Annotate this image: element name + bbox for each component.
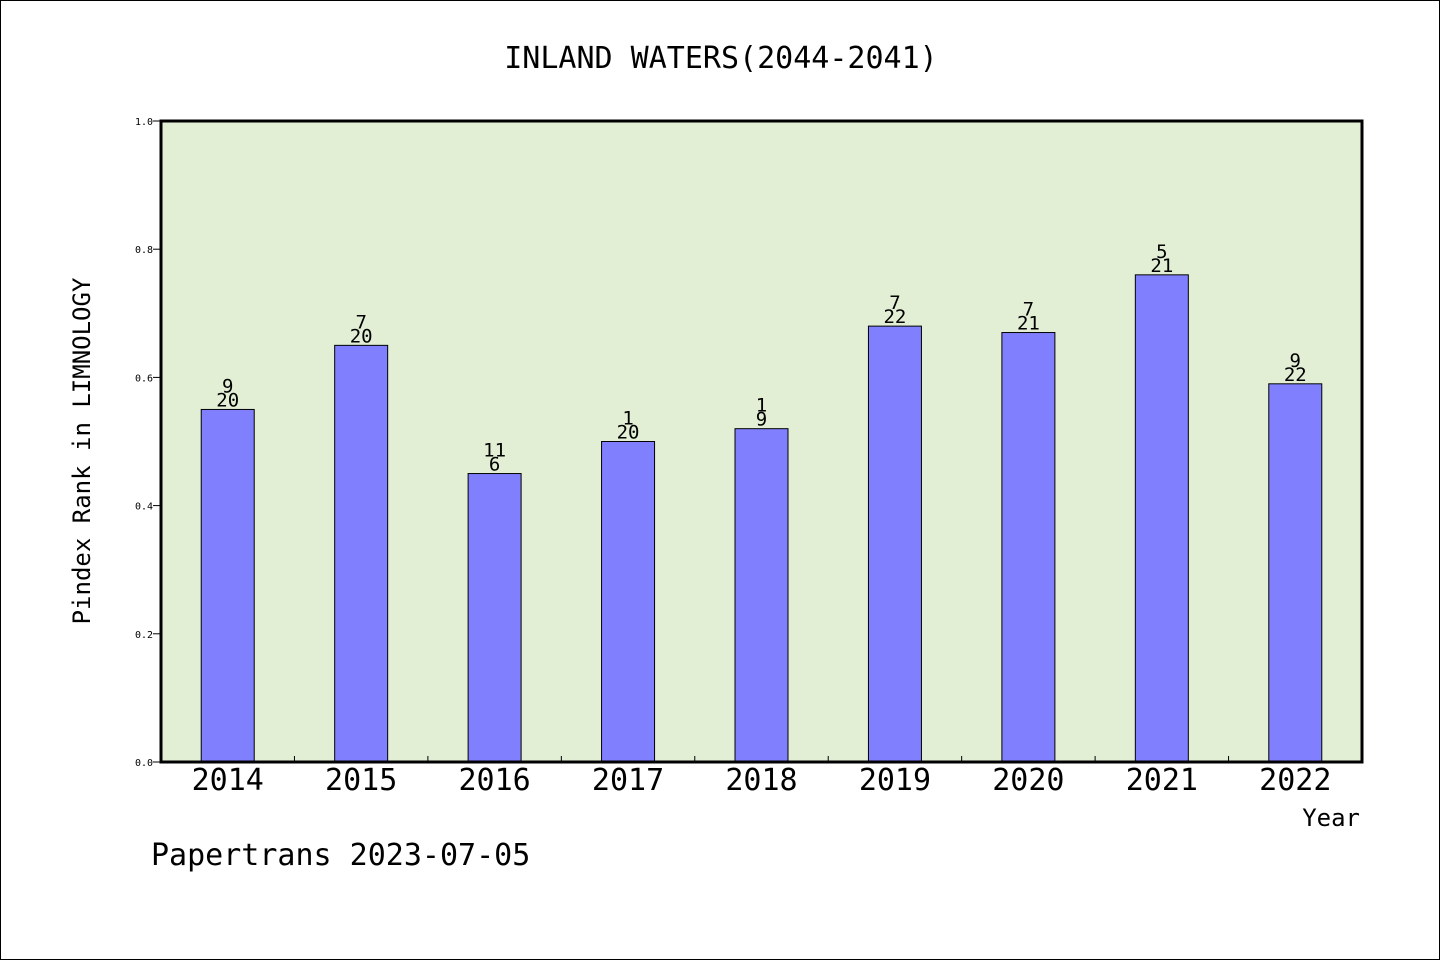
x-tick-label: 2019 [859,763,931,798]
bar-total-label: 22 [883,306,906,328]
bar-rank-label: 7 [355,311,366,333]
y-tick-label: 0.0 [135,758,153,769]
chart-title: INLAND WATERS(2044-2041) [504,41,937,76]
y-tick-label: 0.8 [135,245,153,256]
plot-frame [159,119,1364,764]
y-axis: 0.0 0.2 0.4 0.6 0.8 1.0 [135,117,161,769]
bar-rank-label: 7 [1023,299,1034,321]
bar-rank-label: 9 [222,375,233,397]
bar-total-label: 21 [1150,255,1173,277]
x-tick-label: 2016 [458,763,530,798]
bar-rank-label: 1 [622,408,633,430]
bar-total-label: 6 [489,454,500,476]
bar-rank-label: 7 [889,292,900,314]
x-tick-label: 2015 [325,763,397,798]
x-tick-label: 2020 [992,763,1064,798]
y-tick-label: 0.2 [135,630,153,641]
bar-2017 [601,441,656,763]
bar-rank-label: 1 [756,395,767,417]
bar-2018 [734,428,789,763]
x-tick-label: 2022 [1259,763,1331,798]
bar-total-label: 20 [350,325,373,347]
bar-rank-label: 5 [1156,241,1167,263]
bar-rank-label: 11 [483,440,506,462]
bar-2022 [1268,383,1323,763]
y-tick-label: 1.0 [135,117,153,128]
y-axis-label: Pindex Rank in LIMNOLOGY [68,277,96,624]
x-tick-label: 2014 [192,763,264,798]
footer-text: Papertrans 2023-07-05 [151,838,530,873]
bar-2016 [467,473,522,763]
bar-2020 [1001,332,1056,763]
bar-total-label: 9 [756,409,767,431]
x-tick-label: 2018 [725,763,797,798]
y-tick-label: 0.4 [135,502,153,513]
x-tick-label: 2021 [1126,763,1198,798]
bar-total-label: 22 [1284,364,1307,386]
y-tick-label: 0.6 [135,373,153,384]
bar-2014 [200,408,255,763]
bar-total-label: 20 [617,422,640,444]
bar-total-label: 21 [1017,313,1040,335]
x-tick-label: 2017 [592,763,664,798]
bar-series [200,274,1323,763]
x-axis-label: Year [1302,804,1360,832]
bar-total-label: 20 [216,389,239,411]
bar-2019 [867,325,922,763]
bar-2015 [334,344,389,763]
bar-rank-label: 9 [1290,350,1301,372]
bar-2021 [1134,274,1189,763]
x-axis: 2014 2015 2016 2017 2018 2019 2020 2021 2022 [192,756,1331,798]
